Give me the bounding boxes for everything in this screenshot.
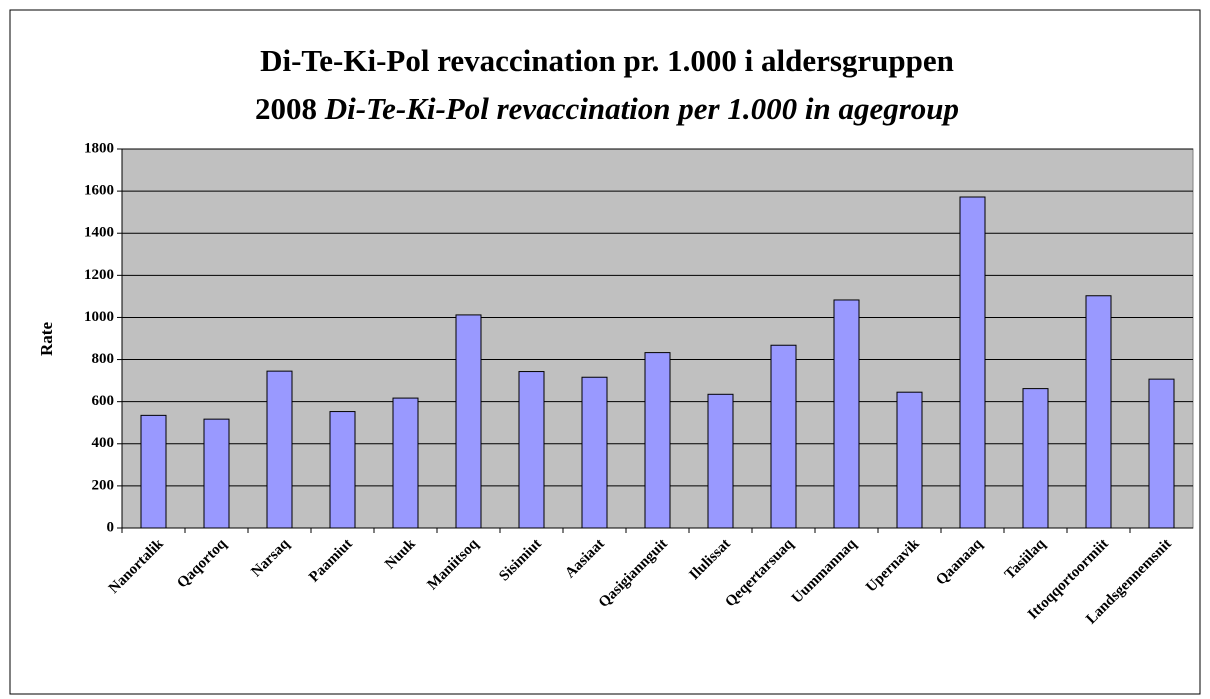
bar: [644, 352, 671, 529]
y-tick-label: 1200: [84, 267, 114, 283]
bar: [455, 314, 482, 529]
bar: [959, 196, 986, 529]
bar: [329, 411, 356, 529]
bar: [896, 391, 923, 529]
bar: [770, 344, 797, 529]
bar: [833, 299, 860, 529]
bar: [1022, 388, 1049, 529]
y-tick-label: 800: [92, 351, 115, 367]
y-tick-label: 200: [92, 477, 115, 493]
y-tick-label: 1000: [84, 309, 114, 325]
subtitle: Di-Te-Ki-Pol revaccination per 1.000 in …: [324, 91, 959, 126]
bar: [203, 418, 230, 529]
bar: [266, 370, 293, 529]
y-tick-label: 1600: [84, 183, 114, 199]
bar: [581, 376, 608, 529]
y-tick-label: 1800: [84, 140, 114, 156]
y-axis-label: Rate: [37, 322, 56, 356]
y-tick-label: 1400: [84, 225, 114, 241]
chart-subtitle-line: 2008 Di-Te-Ki-Pol revaccination per 1.00…: [255, 91, 959, 126]
bar: [707, 393, 734, 529]
chart-title: Di-Te-Ki-Pol revaccination pr. 1.000 i a…: [260, 43, 954, 78]
y-tick-label: 600: [92, 393, 115, 409]
bar: [1085, 295, 1112, 529]
y-tick-label: 0: [107, 519, 115, 535]
bar: [392, 397, 419, 529]
bar: [1148, 378, 1175, 529]
y-tick-label: 400: [92, 435, 115, 451]
bar: [518, 371, 545, 529]
bar: [140, 414, 167, 529]
year: 2008: [255, 91, 317, 126]
